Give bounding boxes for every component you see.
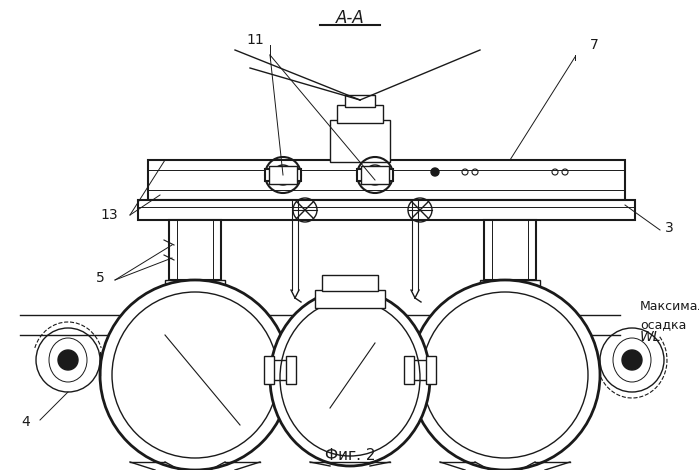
Bar (361, 166, 389, 184)
Bar (404, 356, 414, 384)
Bar (265, 169, 301, 181)
Bar (169, 220, 221, 280)
Bar (345, 95, 375, 107)
Bar (269, 166, 297, 184)
Bar (322, 275, 378, 291)
Bar (165, 280, 225, 295)
Bar (330, 120, 390, 162)
Ellipse shape (49, 338, 87, 382)
Bar (484, 220, 536, 280)
Circle shape (58, 350, 78, 370)
Ellipse shape (613, 338, 651, 382)
Bar (264, 356, 274, 384)
Bar (138, 200, 635, 220)
Text: осадка: осадка (640, 319, 686, 331)
Circle shape (410, 280, 600, 470)
Bar (165, 295, 225, 307)
Text: Максимальная: Максимальная (640, 300, 699, 313)
Bar (337, 105, 383, 123)
Bar (286, 356, 296, 384)
Bar (148, 160, 625, 200)
Bar (480, 295, 540, 307)
Bar (480, 307, 540, 322)
Bar (426, 356, 436, 384)
Text: 11: 11 (246, 33, 264, 47)
Bar (315, 290, 385, 308)
Text: 7: 7 (590, 38, 599, 52)
Text: Фиг. 2: Фиг. 2 (325, 447, 375, 462)
Bar (165, 307, 225, 322)
Bar (480, 280, 540, 295)
Text: 13: 13 (101, 208, 118, 222)
Circle shape (100, 280, 290, 470)
Text: 4: 4 (21, 415, 30, 429)
Text: 3: 3 (665, 221, 674, 235)
Circle shape (622, 350, 642, 370)
Text: А-А: А-А (336, 9, 364, 27)
Bar (357, 169, 393, 181)
Text: WL: WL (640, 330, 661, 344)
Ellipse shape (270, 290, 430, 466)
Circle shape (431, 168, 439, 176)
Text: 5: 5 (96, 271, 105, 285)
